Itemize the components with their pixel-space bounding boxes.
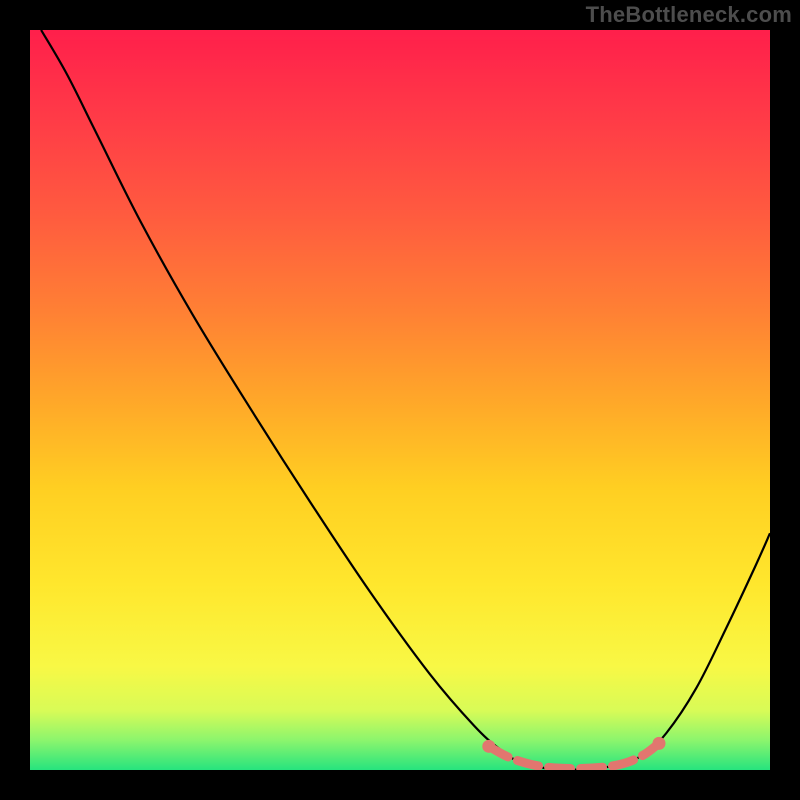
chart-svg — [30, 30, 770, 770]
gradient-background — [30, 30, 770, 770]
endpoint-dot — [653, 737, 666, 750]
watermark-text: TheBottleneck.com — [586, 2, 792, 28]
plot-area — [30, 30, 770, 770]
chart-container: TheBottleneck.com — [0, 0, 800, 800]
endpoint-dot — [482, 740, 495, 753]
